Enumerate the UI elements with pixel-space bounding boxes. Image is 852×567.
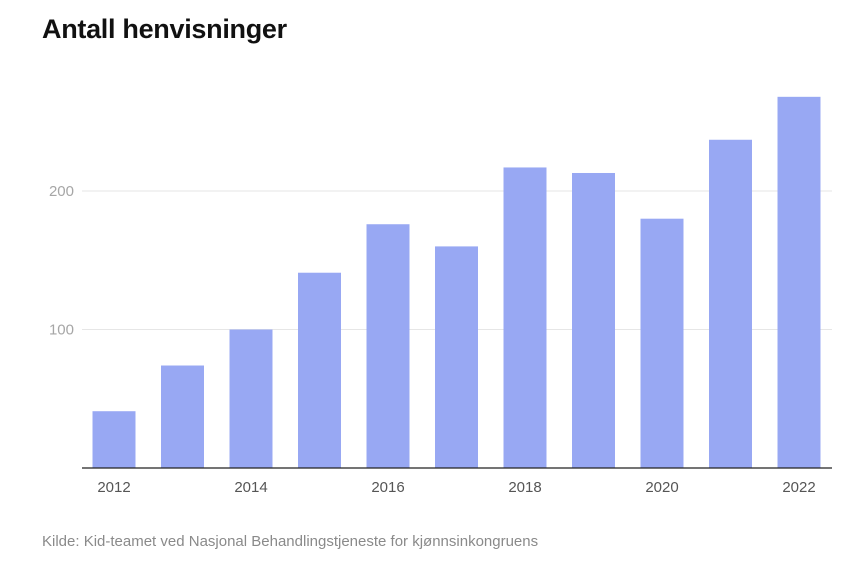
bar-2015: [298, 272, 341, 468]
bar-2022: [777, 96, 821, 468]
bar-2020: [640, 218, 684, 468]
source-note: Kilde: Kid-teamet ved Nasjonal Behandlin…: [42, 533, 539, 550]
bar-2013: [161, 365, 204, 468]
x-tick-label: 2020: [645, 479, 678, 496]
y-tick-label: 200: [49, 183, 74, 200]
bar-2016: [366, 224, 410, 468]
x-tick-label: 2014: [234, 479, 267, 496]
chart-title: Antall henvisninger: [42, 14, 287, 44]
x-tick-label: 2016: [371, 479, 404, 496]
bar-2012: [92, 411, 136, 468]
y-tick-label: 100: [49, 322, 74, 339]
bar-2018: [503, 167, 547, 468]
bar-2017: [435, 246, 478, 468]
bar-2014: [229, 329, 273, 468]
x-tick-label: 2012: [97, 479, 130, 496]
x-tick-label: 2022: [782, 479, 815, 496]
bar-2019: [572, 172, 615, 468]
bar-2021: [709, 139, 752, 468]
x-tick-label: 2018: [508, 479, 541, 496]
